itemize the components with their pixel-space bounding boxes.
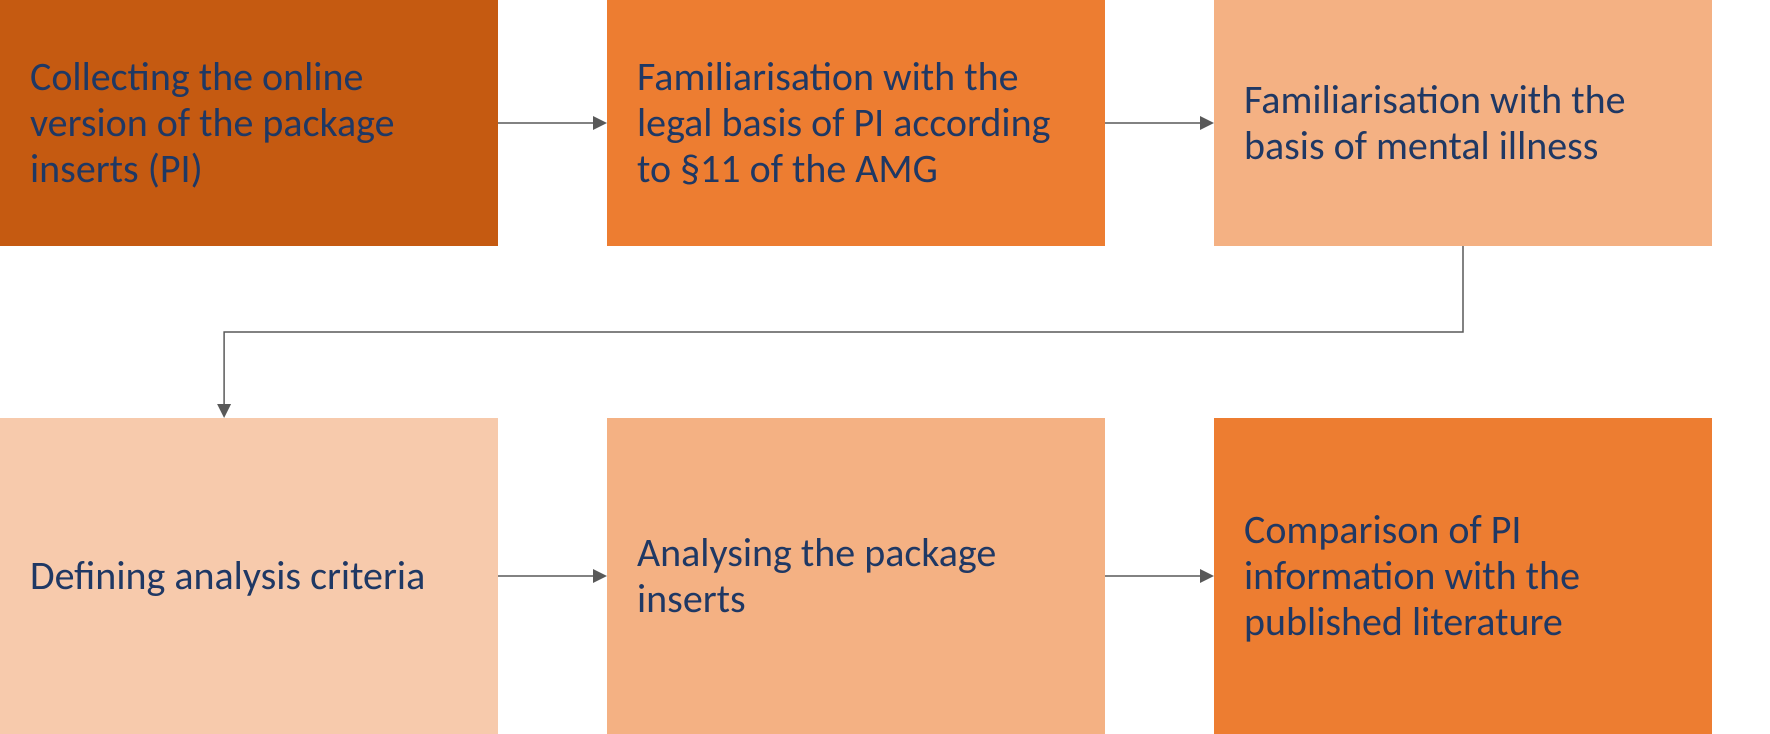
flowchart-arrow [0,0,1770,734]
